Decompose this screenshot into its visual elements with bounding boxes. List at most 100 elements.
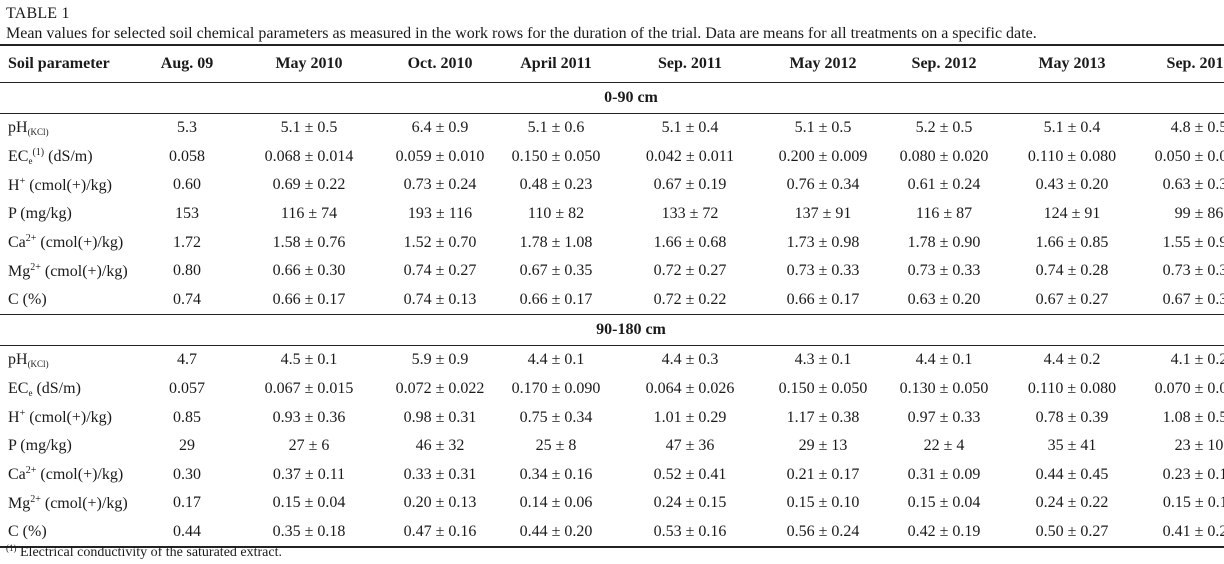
table-cell: 0.72 ± 0.27	[653, 262, 727, 280]
table-cell: 0.15 ± 0.10	[786, 494, 860, 512]
parameter-unit: (cmol(+)/kg)	[36, 466, 124, 484]
table-row: Ca2+ (cmol(+)/kg) 0.30 0.37 ± 0.11 0.33 ± 0…	[0, 461, 1224, 490]
column-header: May 2010	[236, 44, 382, 83]
parameter-name: Mg	[8, 262, 31, 280]
table-cell: 0.63 ± 0.32	[1162, 176, 1224, 194]
table-cell: 0.63 ± 0.20	[907, 290, 981, 308]
table-cell: 0.150 ± 0.050	[778, 380, 868, 398]
table-cell: 0.76 ± 0.34	[786, 176, 860, 194]
table-cell: 0.61 ± 0.24	[907, 176, 981, 194]
table-cell: 0.042 ± 0.011	[645, 147, 735, 165]
table-cell: 29	[179, 437, 195, 455]
table-cell: 0.60	[173, 176, 201, 194]
table-cell: 0.17	[173, 494, 201, 512]
parameter-superscript: +	[19, 408, 26, 420]
parameter-label: Ca2+ (cmol(+)/kg)	[0, 228, 138, 257]
parameter-name: EC	[8, 380, 29, 398]
table-cell: 5.1 ± 0.4	[1043, 119, 1101, 137]
table-cell: 0.21 ± 0.17	[786, 465, 860, 483]
table-cell: 0.74	[173, 290, 201, 308]
table-cell: 4.4 ± 0.3	[661, 351, 719, 369]
table-cell: 1.58 ± 0.76	[272, 233, 346, 251]
table-cell: 0.98 ± 0.31	[403, 408, 477, 426]
parameter-name: C (%)	[8, 290, 47, 308]
table-cell: 1.66 ± 0.68	[653, 233, 727, 251]
table-cell: 0.73 ± 0.33	[786, 262, 860, 280]
table-cell: 29 ± 13	[798, 437, 848, 455]
parameter-name: H	[8, 409, 20, 427]
table-cell: 0.78 ± 0.39	[1035, 408, 1109, 426]
table-cell: 4.7	[177, 351, 197, 369]
parameter-name: EC	[8, 148, 29, 166]
depth-section-title: 90-180 cm	[0, 314, 1224, 347]
table-cell: 0.14 ± 0.06	[519, 494, 593, 512]
parameter-subscript: e	[28, 156, 33, 167]
table-cell: 0.20 ± 0.13	[403, 494, 477, 512]
table-cell: 1.78 ± 0.90	[907, 233, 981, 251]
table-cell: 137 ± 91	[794, 205, 852, 223]
table-row: Ca2+ (cmol(+)/kg) 1.72 1.58 ± 0.76 1.52 ± 0…	[0, 228, 1224, 257]
parameter-name: C (%)	[8, 523, 47, 541]
parameter-unit: (cmol(+)/kg)	[25, 176, 112, 194]
table-cell: 0.30	[173, 465, 201, 483]
table-cell: 0.080 ± 0.020	[899, 147, 989, 165]
table-cell: 0.059 ± 0.010	[395, 147, 485, 165]
column-header: Aug. 09	[138, 44, 236, 83]
table-cell: 0.110 ± 0.080	[1027, 147, 1117, 165]
table-cell: 0.72 ± 0.22	[653, 290, 727, 308]
parameter-label: Mg2+ (cmol(+)/kg)	[0, 257, 138, 286]
parameter-label: Ca2+ (cmol(+)/kg)	[0, 461, 138, 490]
table-cell: 0.85	[173, 408, 201, 426]
table-cell: 4.8 ± 0.5	[1170, 119, 1224, 137]
parameter-label: P (mg/kg)	[0, 432, 138, 461]
table-cell: 0.67 ± 0.35	[519, 262, 593, 280]
table-cell: 0.66 ± 0.17	[786, 290, 860, 308]
table-cell: 0.41 ± 0.24	[1136, 517, 1224, 549]
table-cell: 4.4 ± 0.2	[1043, 351, 1101, 369]
table-footnote: (1) Electrical conductivity of the satur…	[6, 540, 282, 561]
parameter-name: Mg	[8, 494, 31, 512]
table-cell: 5.9 ± 0.9	[411, 351, 469, 369]
table-cell: 0.44 ± 0.45	[1035, 465, 1109, 483]
table-cell: 0.67 ± 0.27	[1035, 290, 1109, 308]
parameter-label: ECe(1) (dS/m)	[0, 143, 138, 172]
table-cell: 0.74 ± 0.27	[403, 262, 477, 280]
table-cell: 0.93 ± 0.36	[272, 408, 346, 426]
table-cell: 0.74 ± 0.13	[403, 290, 477, 308]
table-cell: 0.44 ± 0.20	[498, 517, 614, 549]
table-cell: 0.31 ± 0.09	[907, 465, 981, 483]
table-row: Mg2+ (cmol(+)/kg) 0.80 0.66 ± 0.30 0.74 ± 0…	[0, 257, 1224, 286]
table-cell: 1.66 ± 0.85	[1035, 233, 1109, 251]
table-cell: 0.150 ± 0.050	[511, 147, 601, 165]
table-cell: 4.5 ± 0.1	[280, 351, 338, 369]
table-cell: 0.56 ± 0.24	[766, 517, 880, 549]
table-cell: 0.072 ± 0.022	[395, 380, 485, 398]
table-caption: Mean values for selected soil chemical p…	[6, 25, 1037, 42]
parameter-subscript: e	[28, 388, 33, 399]
table-row: ECe (dS/m) 0.057 0.067 ± 0.015 0.072 ± 0.02…	[0, 375, 1224, 404]
table-cell: 116 ± 74	[280, 205, 338, 223]
table-cell: 35 ± 41	[1047, 437, 1097, 455]
table-cell: 4.4 ± 0.1	[527, 351, 585, 369]
parameter-name: pH	[8, 119, 28, 137]
table-cell: 110 ± 82	[527, 205, 585, 223]
table-cell: 5.2 ± 0.5	[915, 119, 973, 137]
table-cell: 0.74 ± 0.28	[1035, 262, 1109, 280]
parameter-label: H+ (cmol(+)/kg)	[0, 171, 138, 200]
table-cell: 27 ± 6	[288, 437, 330, 455]
table-row: H+ (cmol(+)/kg) 0.60 0.69 ± 0.22 0.73 ± 0.2…	[0, 171, 1224, 200]
parameter-superscript: 2+	[25, 233, 37, 245]
table-cell: 0.73 ± 0.33	[907, 262, 981, 280]
parameter-unit: (cmol(+)/kg)	[40, 494, 128, 512]
table-cell: 0.67 ± 0.19	[653, 176, 727, 194]
soil-parameter-table: Soil parameter Aug. 09 May 2010 Oct. 201…	[0, 44, 1224, 549]
table-cell: 0.66 ± 0.17	[519, 290, 593, 308]
parameter-label: pH(KCl)	[0, 114, 138, 143]
table-row: ECe(1) (dS/m) 0.058 0.068 ± 0.014 0.059 ± 0…	[0, 143, 1224, 172]
depth-section-row: 0-90 cm	[0, 82, 1224, 114]
parameter-superscript: 2+	[30, 261, 41, 273]
table-row: P (mg/kg) 153 116 ± 74 193 ± 116 110 ± 82 133…	[0, 200, 1224, 229]
table-cell: 0.23 ± 0.13	[1162, 465, 1224, 483]
table-cell: 0.47 ± 0.16	[382, 517, 498, 549]
footnote-marker: (1)	[6, 543, 17, 553]
